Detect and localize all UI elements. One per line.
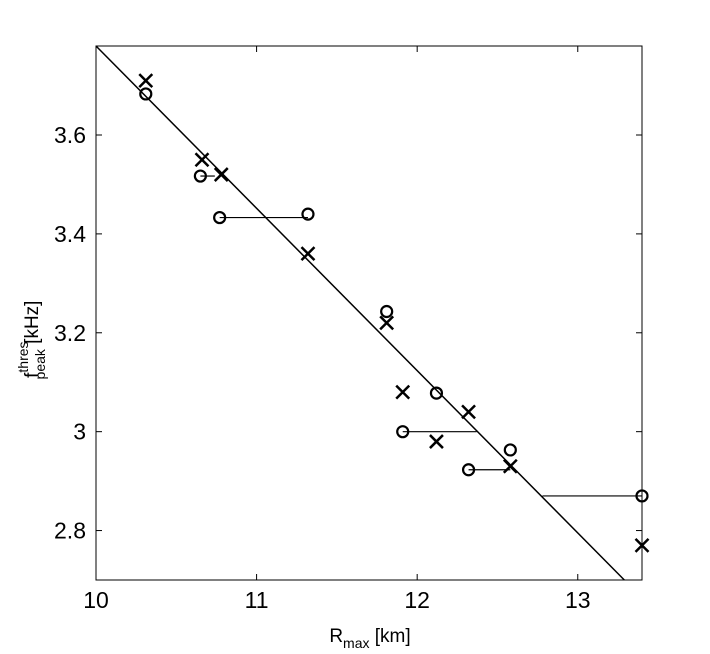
circle-marker	[301, 207, 315, 221]
x-marker	[634, 538, 650, 553]
circle-marker	[396, 425, 410, 439]
x-marker	[395, 384, 411, 400]
y-axis-label-sub: peak	[32, 348, 48, 379]
x-axis-label-rest: [km]	[370, 626, 411, 647]
y-tick-label: 3	[73, 419, 86, 445]
circle-marker	[635, 489, 649, 503]
circle-marker	[461, 463, 476, 477]
y-tick-label: 3.4	[54, 221, 86, 247]
y-tick-label: 3.6	[54, 122, 86, 148]
y-axis-label: fthrespeak [kHz]	[15, 301, 48, 380]
plot-frame	[95, 45, 643, 581]
data-markers	[138, 73, 650, 553]
fit-line	[95, 45, 625, 581]
x-marker	[429, 434, 444, 449]
x-marker	[213, 167, 229, 182]
circle-marker	[139, 87, 153, 101]
circle-marker	[213, 210, 227, 225]
x-marker	[461, 404, 476, 420]
x-marker	[194, 152, 210, 168]
y-axis-label-sup: thres	[15, 341, 31, 372]
fit-line-group	[95, 45, 625, 581]
circle-marker	[503, 443, 517, 457]
x-axis-label-sub: max	[343, 635, 369, 651]
x-axis-label-main: R	[329, 626, 343, 647]
circle-marker	[429, 386, 444, 400]
residual-segments	[200, 175, 642, 497]
y-axis-label-main: f	[22, 372, 43, 378]
x-tick-label: 10	[83, 587, 109, 613]
x-tick-label: 12	[404, 587, 430, 613]
y-axis-ticks: 2.8 3 3.2 3.4 3.6	[54, 122, 642, 544]
x-axis-ticks: 10 11 12 13	[83, 46, 591, 613]
x-marker	[138, 73, 154, 88]
x-marker	[300, 246, 316, 262]
x-marker	[379, 315, 395, 331]
x-axis-label: Rmax [km]	[329, 626, 410, 651]
x-tick-label: 11	[245, 587, 269, 613]
circle-marker	[380, 304, 394, 319]
x-tick-label: 13	[565, 587, 591, 613]
y-axis-label-rest: [kHz]	[22, 301, 43, 350]
x-marker	[502, 458, 518, 474]
circle-marker	[193, 169, 207, 183]
y-tick-label: 2.8	[54, 518, 86, 544]
y-tick-label: 3.2	[54, 320, 86, 346]
